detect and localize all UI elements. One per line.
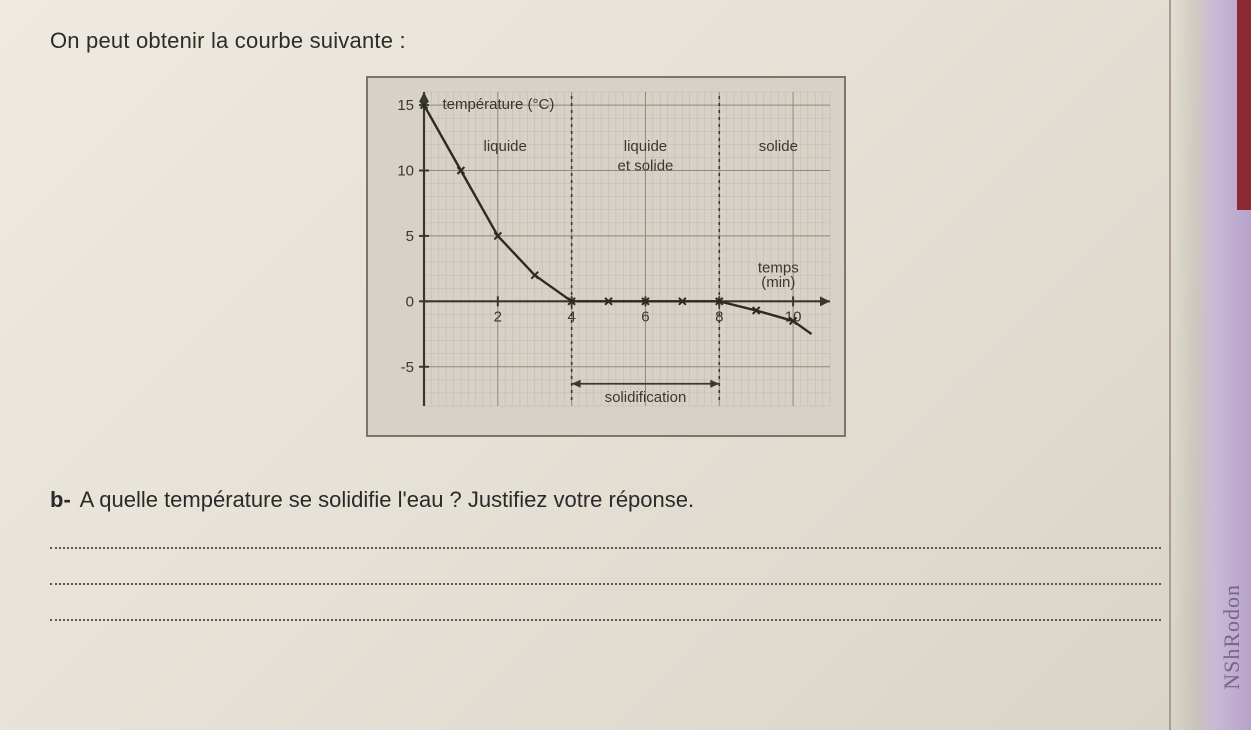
chart-container: 246810-5051015température (°C)temps(min)… — [366, 76, 846, 437]
svg-text:10: 10 — [784, 308, 801, 325]
svg-text:2: 2 — [493, 308, 501, 325]
svg-text:5: 5 — [405, 228, 413, 245]
svg-text:-5: -5 — [400, 359, 413, 376]
svg-text:0: 0 — [405, 293, 413, 310]
svg-text:solidification: solidification — [604, 389, 686, 406]
question-b: b- A quelle température se solidifie l'e… — [50, 487, 1161, 513]
svg-text:solide: solide — [758, 138, 797, 155]
svg-text:liquide: liquide — [623, 138, 666, 155]
answer-line-3 — [50, 619, 1161, 621]
question-prefix: b- — [50, 487, 71, 512]
answer-line-1 — [50, 547, 1161, 549]
svg-text:4: 4 — [567, 308, 575, 325]
chart-frame: 246810-5051015température (°C)temps(min)… — [366, 76, 846, 437]
margin-scribble: NShRodon — [1219, 584, 1245, 690]
page-edge-red — [1237, 0, 1251, 210]
svg-text:15: 15 — [397, 97, 414, 114]
solidification-chart: 246810-5051015température (°C)temps(min)… — [368, 78, 844, 430]
question-text: A quelle température se solidifie l'eau … — [80, 487, 694, 512]
svg-text:10: 10 — [397, 163, 414, 180]
page-edge: NShRodon — [1169, 0, 1251, 730]
answer-line-2 — [50, 583, 1161, 585]
intro-text: On peut obtenir la courbe suivante : — [50, 28, 1161, 54]
svg-text:liquide: liquide — [483, 138, 526, 155]
svg-text:8: 8 — [715, 308, 723, 325]
svg-text:et solide: et solide — [617, 158, 673, 175]
svg-text:(min): (min) — [761, 274, 795, 291]
svg-text:température (°C): température (°C) — [442, 96, 554, 113]
document-page: On peut obtenir la courbe suivante : 2 4 6… — [0, 0, 1251, 730]
svg-text:6: 6 — [641, 308, 649, 325]
